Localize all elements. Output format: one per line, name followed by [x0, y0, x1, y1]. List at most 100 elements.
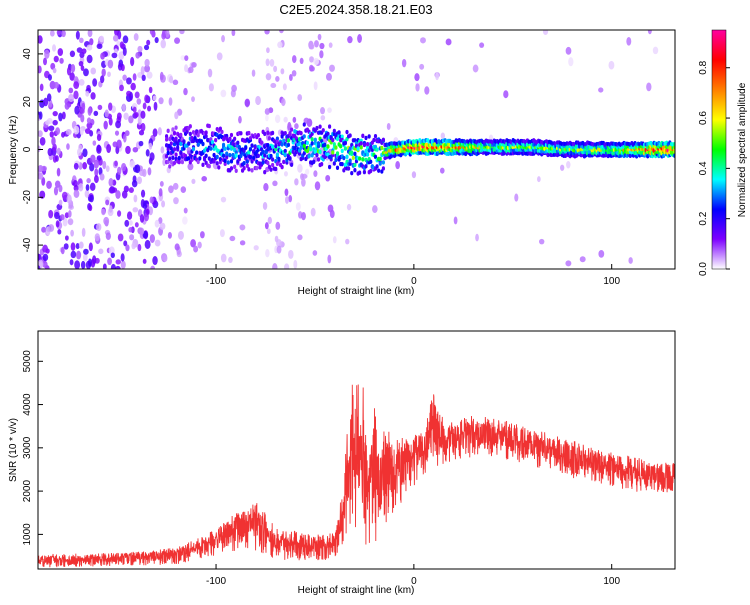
ridge-cell [250, 143, 254, 148]
noise-speckle [115, 190, 121, 199]
ridge-cell [316, 157, 321, 162]
ridge-cell [195, 150, 199, 155]
noise-speckle [537, 176, 541, 183]
noise-speckle [183, 207, 188, 214]
noise-speckle [115, 120, 121, 129]
noise-speckle [165, 30, 170, 38]
noise-speckle [239, 224, 246, 231]
noise-speckle [301, 212, 306, 221]
ridge-cell [187, 141, 191, 146]
noise-speckle [319, 42, 325, 50]
noise-speckle [112, 34, 119, 42]
noise-speckle [273, 65, 278, 73]
noise-speckle [174, 37, 181, 44]
ridge-cell [169, 141, 173, 146]
ridge-cell [339, 144, 343, 149]
noise-speckle [122, 46, 127, 57]
noise-speckle [124, 130, 130, 137]
ridge-cell [263, 169, 267, 175]
snr-marks [38, 384, 675, 568]
noise-speckle [148, 86, 153, 94]
ridge-cell [274, 166, 278, 172]
noise-speckle [172, 182, 179, 190]
ridge-cell [166, 159, 170, 164]
noise-speckle [144, 65, 151, 73]
noise-speckle [66, 194, 72, 204]
noise-speckle [312, 250, 318, 256]
noise-speckle [73, 125, 80, 135]
noise-speckle [103, 216, 110, 226]
noise-speckle [598, 87, 604, 93]
ridge-cell [343, 140, 348, 146]
noise-speckle [117, 233, 124, 242]
noise-speckle [292, 116, 297, 123]
noise-speckle [332, 236, 337, 244]
ridge-cell [215, 161, 219, 166]
noise-speckle [117, 62, 123, 71]
noise-speckle [52, 110, 58, 117]
noise-speckle [116, 139, 122, 149]
ridge-cell [320, 161, 324, 167]
noise-speckle [81, 227, 86, 237]
ridge-cell [242, 161, 246, 166]
ridge-cell [271, 130, 275, 136]
noise-speckle [152, 256, 158, 266]
ridge-cell [288, 156, 292, 161]
noise-speckle [64, 102, 70, 110]
colorbar-ticks: 0.0 0.2 0.4 0.6 0.8 [698, 60, 730, 276]
figure-title: C2E5.2024.358.18.21.E03 [279, 2, 432, 17]
ridge-cell [373, 154, 378, 160]
noise-speckle [158, 188, 163, 197]
noise-speckle [97, 104, 103, 111]
ridge-cell [209, 146, 213, 151]
noise-speckle [117, 166, 122, 175]
spectrogram-ytick-label: 0 [22, 146, 33, 152]
ridge-cell [326, 144, 330, 149]
noise-speckle [147, 105, 152, 112]
noise-speckle [64, 212, 70, 219]
noise-speckle [128, 220, 133, 226]
ridge-cell [343, 162, 348, 168]
noise-speckle [121, 103, 126, 112]
ridge-cell [171, 155, 175, 160]
ridge-cell [323, 142, 327, 148]
noise-speckle [53, 81, 60, 89]
noise-speckle [108, 102, 113, 111]
ridge-cell [191, 146, 196, 152]
noise-speckle [116, 40, 121, 46]
noise-speckle [78, 241, 84, 249]
noise-speckle [149, 30, 155, 36]
ridge-cell [247, 150, 251, 155]
ridge-cell [179, 150, 183, 155]
noise-speckle [154, 239, 161, 247]
ridge-cell [196, 132, 200, 138]
ridge-cell [204, 153, 208, 159]
noise-speckle [267, 216, 272, 225]
noise-speckle [238, 115, 242, 124]
noise-speckle [140, 66, 145, 76]
ridge-cell [335, 165, 340, 170]
noise-speckle [220, 196, 227, 203]
noise-speckle [149, 196, 154, 204]
ridge-cell [337, 130, 341, 135]
noise-speckle [93, 159, 99, 169]
ridge-cell [180, 159, 185, 165]
noise-speckle [146, 71, 153, 79]
ridge-cell [331, 150, 335, 155]
ridge-cell [169, 146, 173, 151]
ridge-cell [221, 153, 226, 158]
noise-speckle [129, 160, 136, 168]
ridge-cell [305, 140, 310, 146]
noise-speckle [96, 144, 102, 154]
noise-speckle [94, 233, 100, 242]
noise-speckle [305, 168, 310, 175]
noise-speckle [251, 69, 256, 77]
noise-speckle [129, 234, 135, 241]
noise-speckle [56, 167, 61, 177]
noise-speckle [39, 83, 44, 92]
ridge-cell [210, 139, 215, 145]
noise-speckle [69, 50, 76, 58]
noise-speckle [84, 128, 91, 134]
ridge-cell [307, 154, 311, 159]
